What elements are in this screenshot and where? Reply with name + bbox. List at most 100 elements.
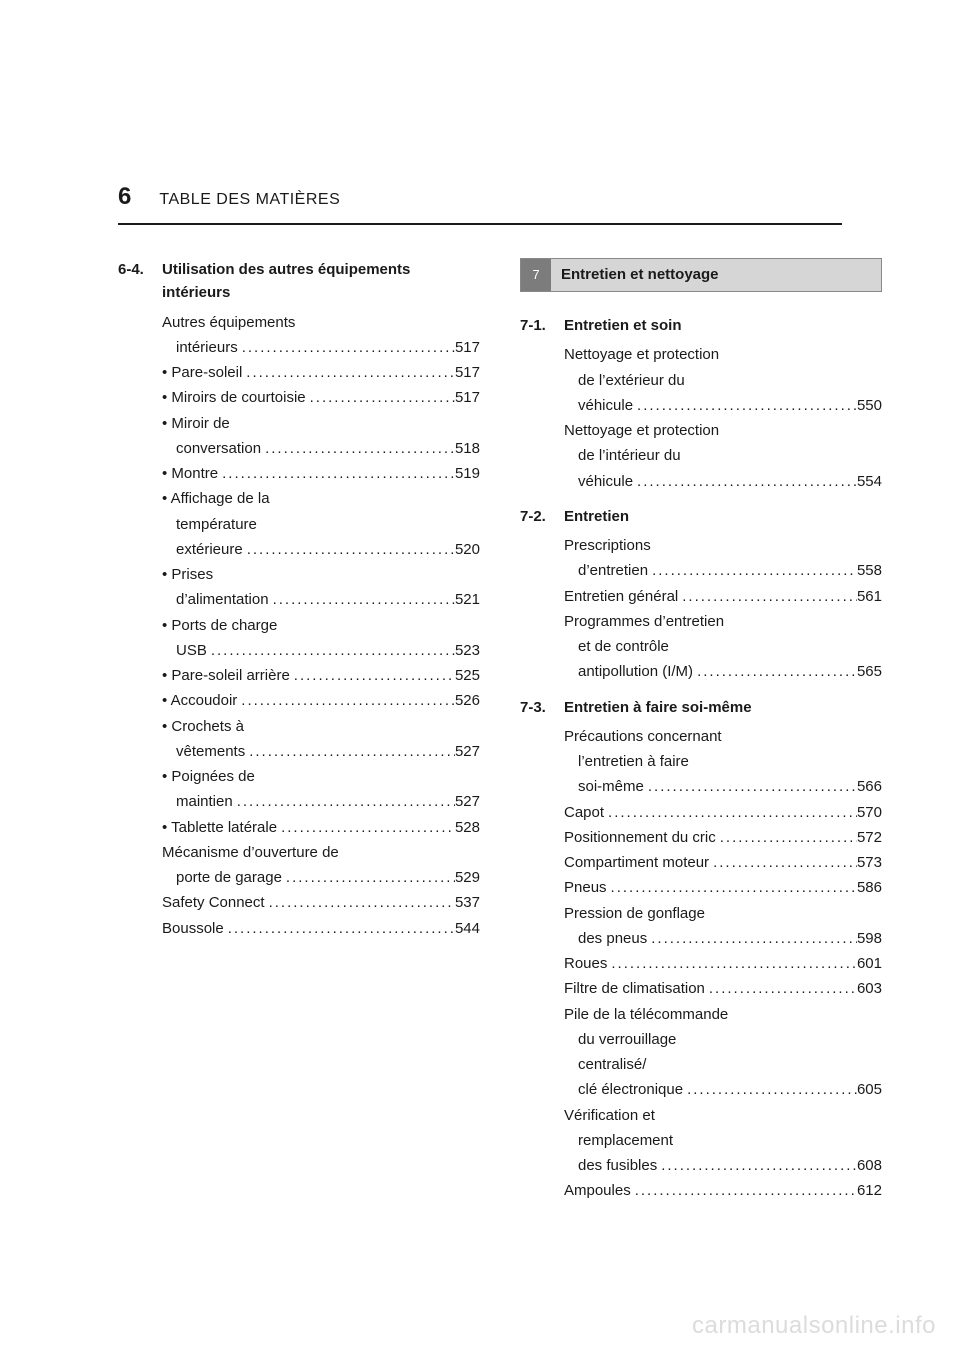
toc-label: Boussole xyxy=(162,917,224,940)
toc-columns: 6-4.Utilisation des autres équipements i… xyxy=(118,258,842,1205)
section-number: 7-3. xyxy=(520,696,564,719)
toc-entry-wrap: Vérification et xyxy=(564,1104,882,1127)
toc-label: • Poignées de xyxy=(162,765,255,788)
toc-label: • Montre xyxy=(162,462,218,485)
toc-label: Prescriptions xyxy=(564,534,651,557)
toc-entry-wrap: • Poignées de xyxy=(162,765,480,788)
toc-leader xyxy=(705,977,857,1000)
toc-label: remplacement xyxy=(564,1129,673,1152)
toc-page: 523 xyxy=(455,639,480,662)
toc-leader xyxy=(693,660,857,683)
section-title: Utilisation des autres équipements intér… xyxy=(162,258,480,305)
toc-page: 573 xyxy=(857,851,882,874)
toc-leader xyxy=(243,538,455,561)
watermark: carmanualsonline.info xyxy=(692,1312,936,1340)
toc-entry: Filtre de climatisation603 xyxy=(564,977,882,1000)
toc-label: maintien xyxy=(162,790,233,813)
toc-entry-wrap: l’entretien à faire xyxy=(564,750,882,773)
toc-label: Mécanisme d’ouverture de xyxy=(162,841,339,864)
toc-entry-wrap: centralisé/ xyxy=(564,1053,882,1076)
toc-label: Autres équipements xyxy=(162,311,295,334)
toc-page: 525 xyxy=(455,664,480,687)
toc-leader xyxy=(245,740,455,763)
toc-leader xyxy=(224,917,455,940)
toc-entry: • Montre519 xyxy=(162,462,480,485)
toc-entry-wrap: • Ports de charge xyxy=(162,614,480,637)
toc-entry: Positionnement du cric572 xyxy=(564,826,882,849)
toc-leader xyxy=(648,559,857,582)
toc-entry: • Tablette latérale528 xyxy=(162,816,480,839)
toc-entry: d’alimentation521 xyxy=(162,588,480,611)
toc-entry: des fusibles608 xyxy=(564,1154,882,1177)
toc-entry-wrap: • Crochets à xyxy=(162,715,480,738)
toc-entry-wrap: Autres équipements xyxy=(162,311,480,334)
toc-entry: • Miroirs de courtoisie517 xyxy=(162,386,480,409)
toc-label: de l’extérieur du xyxy=(564,369,685,392)
toc-label: température xyxy=(162,513,257,536)
toc-label: et de contrôle xyxy=(564,635,669,658)
toc-entry: USB523 xyxy=(162,639,480,662)
section-title: Entretien et soin xyxy=(564,314,882,337)
toc-entry: Compartiment moteur 573 xyxy=(564,851,882,874)
toc-entry-wrap: remplacement xyxy=(564,1129,882,1152)
toc-entry-wrap: de l’extérieur du xyxy=(564,369,882,392)
toc-entry: porte de garage529 xyxy=(162,866,480,889)
toc-entry-wrap: • Affichage de la xyxy=(162,487,480,510)
toc-label: Pile de la télécommande xyxy=(564,1003,728,1026)
toc-entry: Ampoules612 xyxy=(564,1179,882,1202)
toc-label: Précautions concernant xyxy=(564,725,722,748)
toc-block: Nettoyage et protection de l’extérieur du… xyxy=(520,343,882,493)
toc-entry-wrap: Précautions concernant xyxy=(564,725,882,748)
toc-label: • Miroirs de courtoisie xyxy=(162,386,306,409)
toc-label: des fusibles xyxy=(564,1154,657,1177)
toc-entry-wrap: et de contrôle xyxy=(564,635,882,658)
section-spacer xyxy=(520,495,882,505)
toc-leader xyxy=(647,927,857,950)
toc-label: Compartiment moteur xyxy=(564,851,709,874)
toc-label: • Accoudoir xyxy=(162,689,237,712)
toc-entry: extérieure520 xyxy=(162,538,480,561)
toc-entry: • Accoudoir526 xyxy=(162,689,480,712)
toc-page: 528 xyxy=(455,816,480,839)
toc-section-heading: 7-3.Entretien à faire soi-même xyxy=(520,696,882,725)
toc-leader xyxy=(633,470,857,493)
toc-leader xyxy=(631,1179,857,1202)
toc-leader xyxy=(716,826,857,849)
toc-section-heading: 7-1.Entretien et soin xyxy=(520,314,882,343)
toc-entry: Roues601 xyxy=(564,952,882,975)
toc-entry: des pneus598 xyxy=(564,927,882,950)
toc-label: Pression de gonflage xyxy=(564,902,705,925)
toc-label: centralisé/ xyxy=(564,1053,646,1076)
toc-page: 605 xyxy=(857,1078,882,1101)
toc-label: Pneus xyxy=(564,876,607,899)
toc-entry: Entretien général561 xyxy=(564,585,882,608)
toc-page: 603 xyxy=(857,977,882,1000)
toc-page: 518 xyxy=(455,437,480,460)
toc-label: Positionnement du cric xyxy=(564,826,716,849)
toc-block: Autres équipementsintérieurs517• Pare-so… xyxy=(118,311,480,940)
toc-page: 554 xyxy=(857,470,882,493)
toc-leader xyxy=(607,952,857,975)
toc-leader xyxy=(233,790,455,813)
toc-page: 570 xyxy=(857,801,882,824)
toc-leader xyxy=(237,689,455,712)
toc-section-heading: 7-2.Entretien xyxy=(520,505,882,534)
toc-label: • Crochets à xyxy=(162,715,244,738)
toc-label: l’entretien à faire xyxy=(564,750,689,773)
toc-leader xyxy=(607,876,857,899)
toc-label: Nettoyage et protection xyxy=(564,343,719,366)
toc-entry-wrap: Pression de gonflage xyxy=(564,902,882,925)
toc-entry-wrap: Nettoyage et protection xyxy=(564,343,882,366)
toc-page: 550 xyxy=(857,394,882,417)
header-title: TABLE DES MATIÈRES xyxy=(159,191,340,209)
toc-entry: vêtements527 xyxy=(162,740,480,763)
toc-label: • Pare-soleil xyxy=(162,361,242,384)
toc-label: antipollution (I/M) xyxy=(564,660,693,683)
toc-entry: Safety Connect537 xyxy=(162,891,480,914)
toc-label: intérieurs xyxy=(162,336,238,359)
section-number: 7-2. xyxy=(520,505,564,528)
toc-label: clé électronique xyxy=(564,1078,683,1101)
toc-leader xyxy=(269,588,455,611)
toc-label: • Prises xyxy=(162,563,213,586)
toc-page: 521 xyxy=(455,588,480,611)
